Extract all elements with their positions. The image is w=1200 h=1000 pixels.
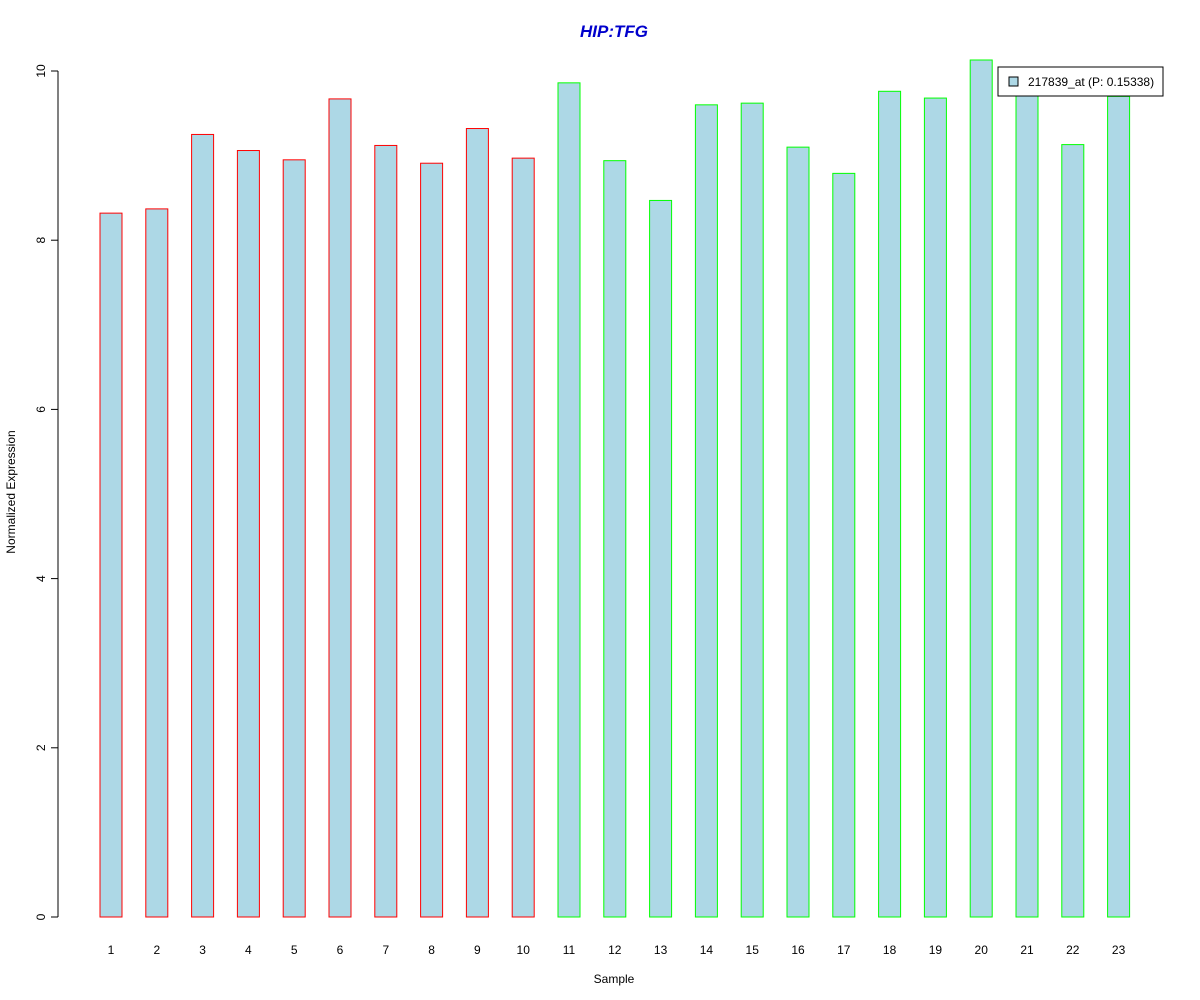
bar-sample-15	[740, 102, 764, 918]
x-tick-label: 5	[291, 943, 298, 957]
x-tick-label: 2	[153, 943, 160, 957]
bar-sample-12	[603, 160, 627, 918]
y-tick-label: 2	[34, 744, 48, 751]
bar-sample-14	[694, 104, 718, 918]
x-tick-labels: 1 2 3 4 5 6 7 8 9 10 11 12 13 14 15 16 17 18 19 20 21 22 23	[108, 943, 1126, 957]
x-tick-label: 12	[608, 943, 622, 957]
bar-sample-13	[649, 199, 673, 918]
chart-title: HIP:TFG	[580, 22, 648, 41]
bar-sample-16	[786, 146, 810, 918]
x-axis-title: Sample	[594, 972, 635, 986]
legend: 217839_at (P: 0.15338)	[997, 66, 1164, 97]
y-axis: 0 2 4 6 8 10	[34, 64, 59, 920]
y-tick-label: 4	[34, 575, 48, 582]
bar-sample-20	[969, 59, 993, 918]
x-tick-label: 3	[199, 943, 206, 957]
x-tick-label: 11	[563, 943, 576, 957]
x-tick-label: 6	[337, 943, 344, 957]
x-tick-label: 4	[245, 943, 252, 957]
bar-sample-1	[99, 212, 123, 918]
bar-sample-4	[236, 150, 260, 918]
bar-sample-8	[420, 162, 444, 918]
bar-sample-19	[923, 97, 947, 918]
x-tick-label: 8	[428, 943, 435, 957]
bars-group	[99, 59, 1131, 918]
bar-sample-9	[465, 128, 489, 918]
legend-label: 217839_at (P: 0.15338)	[1028, 75, 1154, 89]
x-tick-label: 13	[654, 943, 668, 957]
bar-sample-23	[1107, 95, 1131, 918]
bar-sample-18	[878, 90, 902, 918]
x-tick-label: 10	[517, 943, 531, 957]
x-tick-label: 22	[1066, 943, 1080, 957]
bar-sample-5	[282, 159, 306, 918]
x-tick-label: 20	[975, 943, 989, 957]
x-tick-label: 18	[883, 943, 897, 957]
bar-sample-21	[1015, 93, 1039, 918]
x-tick-label: 21	[1020, 943, 1034, 957]
bar-sample-7	[374, 144, 398, 918]
bar-sample-10	[511, 157, 535, 918]
x-tick-label: 1	[108, 943, 115, 957]
x-tick-label: 16	[791, 943, 805, 957]
x-tick-label: 9	[474, 943, 481, 957]
bar-sample-22	[1061, 144, 1085, 918]
y-tick-label: 6	[34, 406, 48, 413]
y-tick-label: 10	[34, 64, 48, 78]
x-tick-label: 14	[700, 943, 714, 957]
legend-box	[997, 66, 1164, 97]
bar-sample-6	[328, 98, 352, 918]
legend-swatch	[1008, 76, 1019, 87]
bar-sample-11	[557, 82, 581, 918]
x-tick-label: 15	[746, 943, 760, 957]
y-tick-label: 0	[34, 913, 48, 920]
x-tick-label: 17	[837, 943, 851, 957]
y-axis-title: Normalized Expression	[4, 430, 18, 553]
x-tick-label: 7	[382, 943, 389, 957]
bar-sample-2	[145, 208, 169, 918]
x-tick-label: 19	[929, 943, 943, 957]
bar-sample-17	[832, 172, 856, 918]
x-tick-label: 23	[1112, 943, 1126, 957]
y-tick-label: 8	[34, 237, 48, 244]
bar-sample-3	[191, 133, 215, 918]
